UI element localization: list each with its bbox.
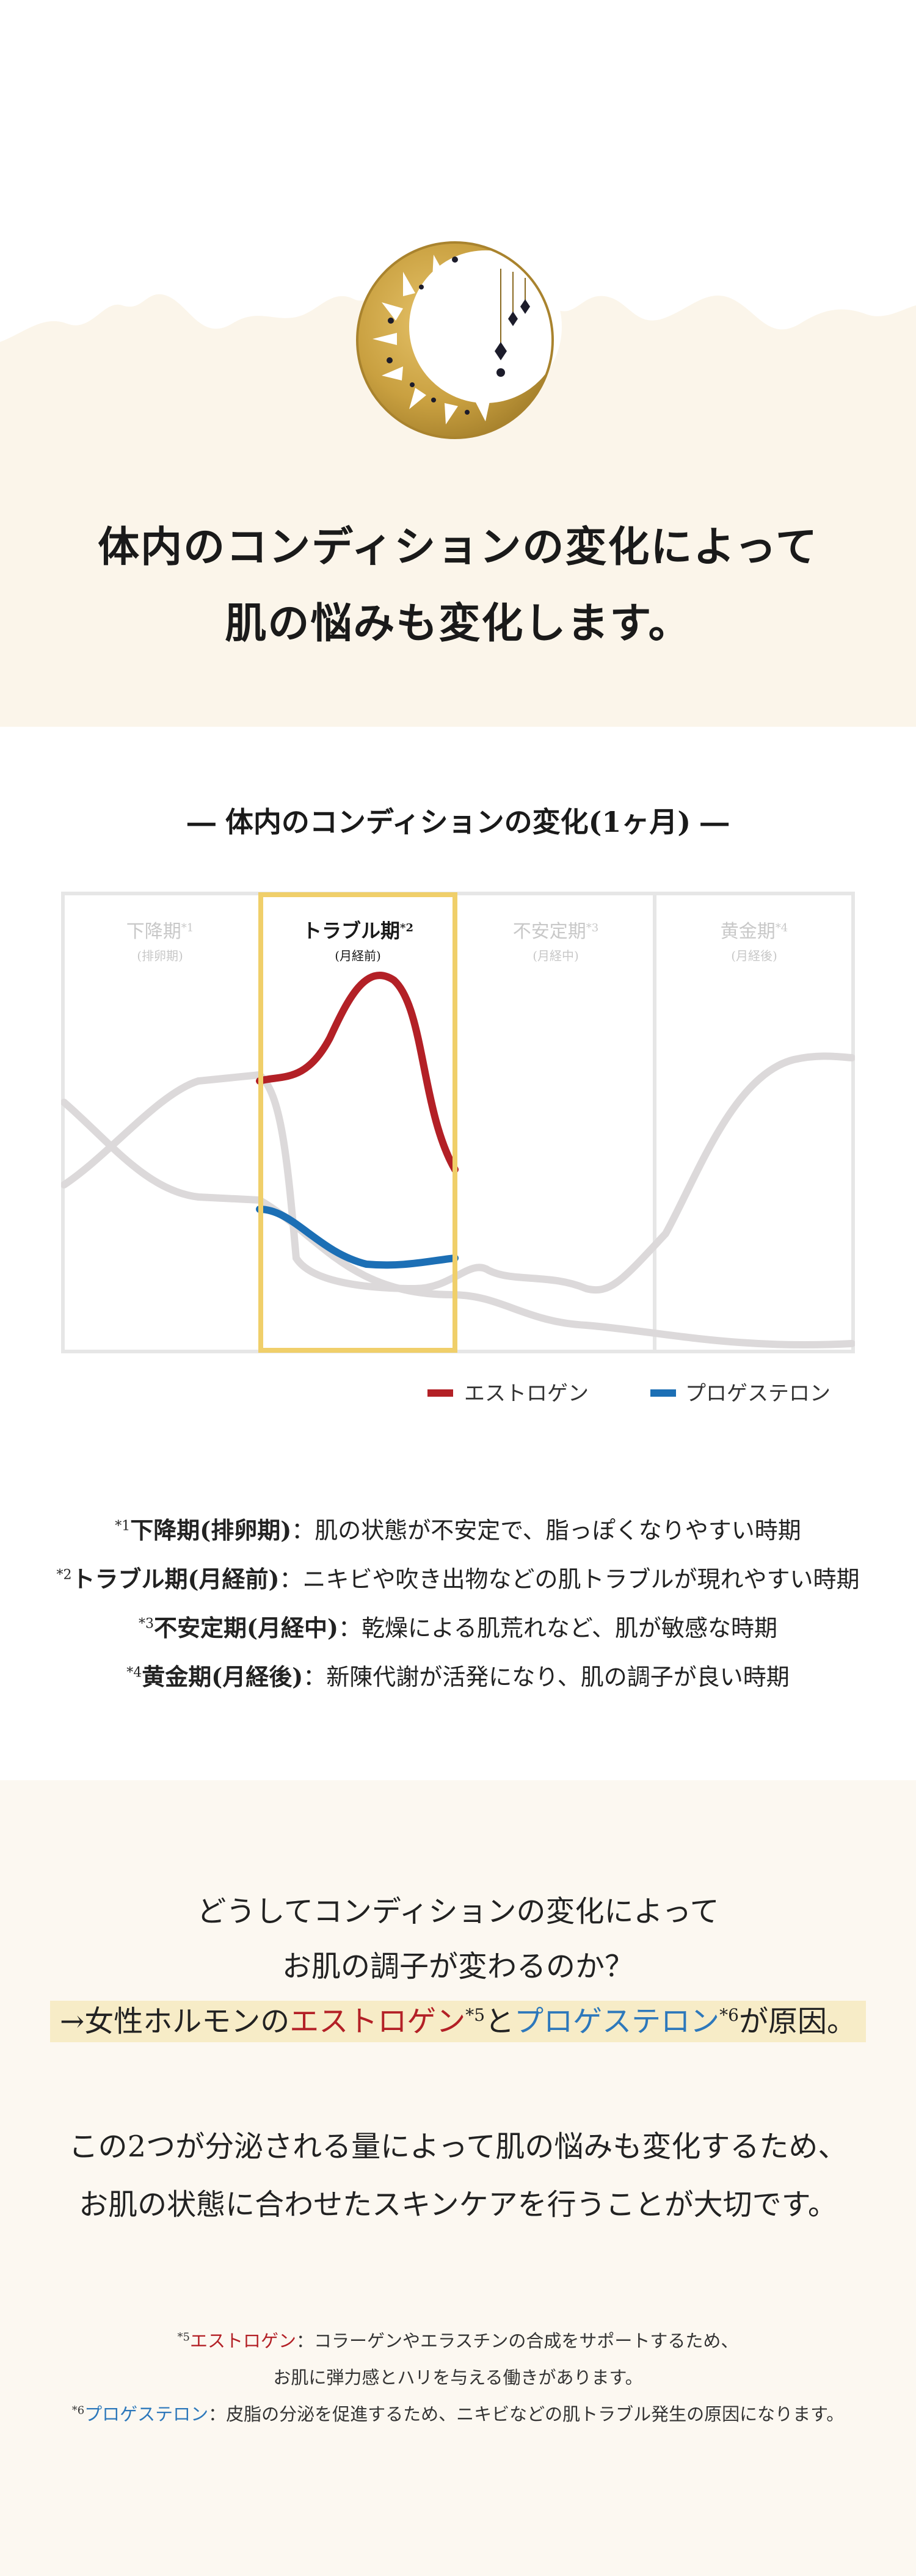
hero-title-line-2: 肌の悩みも変化します。 bbox=[225, 599, 691, 648]
note-1: *1下降期(排卵期)：肌の状態が不安定で、脂っぽくなりやすい時期 bbox=[115, 1516, 801, 1544]
period-3-sub: (月経中) bbox=[533, 948, 579, 963]
period-2-label: トラブル期*2 bbox=[302, 919, 413, 942]
cause-paragraph-line-1: この2つが分泌される量によって肌の悩みも変化するため、 bbox=[68, 2130, 848, 2164]
estrogen-term: エストロゲン bbox=[289, 2004, 466, 2039]
legend-estrogen-swatch bbox=[427, 1389, 453, 1397]
cause-answer-highlight: →女性ホルモンのエストロゲン*5とプロゲステロン*6が原因。 bbox=[50, 2001, 866, 2042]
period-2-sub: (月経前) bbox=[335, 948, 381, 963]
cause-paragraph-line-2: お肌の状態に合わせたスキンケアを行うことが大切です。 bbox=[79, 2188, 837, 2222]
footnote-6: *6プロゲステロン：皮脂の分泌を促進するため、ニキビなどの肌トラブル発生の原因に… bbox=[71, 2404, 845, 2425]
chart-title: ― 体内のコンディションの変化(1ヶ月) ― bbox=[187, 806, 729, 839]
grey-curve-a bbox=[61, 1052, 855, 1294]
legend-progesterone-label: プロゲステロン bbox=[685, 1381, 831, 1406]
note-3: *3不安定期(月経中)：乾燥による肌荒れなど、肌が敏感な時期 bbox=[139, 1614, 777, 1642]
estrogen-curve bbox=[256, 972, 459, 1173]
cause-question-line-1: どうしてコンディションの変化によって bbox=[197, 1894, 719, 1929]
period-4-label: 黄金期*4 bbox=[721, 921, 788, 942]
legend-estrogen-label: エストロゲン bbox=[464, 1381, 589, 1406]
condition-chart: 下降期*1 (排卵期) トラブル期*2 (月経前) 不安定期*3 (月経中) 黄… bbox=[61, 892, 855, 1406]
moon-sun-emblem-icon bbox=[356, 241, 562, 439]
period-1-label: 下降期*1 bbox=[126, 921, 194, 942]
footnote-5-line-1: *5エストロゲン：コラーゲンやエラスチンの合成をサポートするため、 bbox=[177, 2330, 739, 2351]
note-2: *2トラブル期(月経前)：ニキビや吹き出物などの肌トラブルが現れやすい時期 bbox=[56, 1565, 860, 1593]
cause-answer: →女性ホルモンのエストロゲン*5とプロゲステロン*6が原因。 bbox=[0, 1997, 916, 2042]
cause-section: どうしてコンディションの変化によって お肌の調子が変わるのか？ →女性ホルモンの… bbox=[0, 1780, 916, 2576]
legend-progesterone-swatch bbox=[650, 1389, 676, 1397]
cream-wave-background bbox=[0, 285, 916, 727]
chart-section: ― 体内のコンディションの変化(1ヶ月) ― 下降期*1 (排卵期) トラブル期… bbox=[0, 727, 916, 1780]
footnote-5-line-2: お肌に弾力感とハリを与える働きがあります。 bbox=[273, 2367, 643, 2388]
hero-section: 体内のコンディションの変化によって 肌の悩みも変化します。 bbox=[0, 0, 916, 727]
period-1-sub: (排卵期) bbox=[137, 948, 183, 963]
cause-question-line-2: お肌の調子が変わるのか？ bbox=[282, 1949, 634, 1984]
hero-title-line-1: 体内のコンディションの変化によって bbox=[98, 523, 818, 572]
period-3-label: 不安定期*3 bbox=[513, 921, 598, 942]
progesterone-term: プロゲステロン bbox=[514, 2004, 720, 2039]
note-4: *4黄金期(月経後)：新陳代謝が活発になり、肌の調子が良い時期 bbox=[126, 1663, 790, 1690]
grey-curve-b bbox=[61, 1099, 855, 1349]
period-4-sub: (月経後) bbox=[731, 948, 777, 963]
chart-frame bbox=[61, 892, 855, 1353]
trouble-period-highlight bbox=[258, 892, 457, 1353]
progesterone-curve bbox=[256, 1206, 459, 1269]
